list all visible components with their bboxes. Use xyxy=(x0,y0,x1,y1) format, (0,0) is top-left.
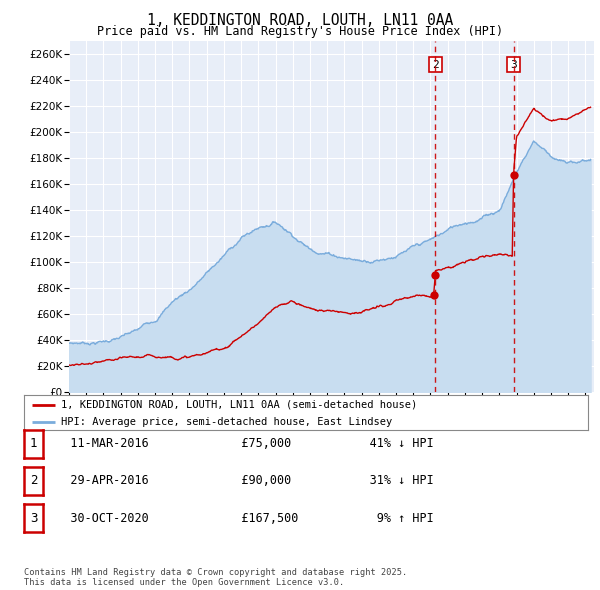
Text: 3: 3 xyxy=(30,512,37,525)
Text: HPI: Average price, semi-detached house, East Lindsey: HPI: Average price, semi-detached house,… xyxy=(61,417,392,427)
Text: 29-APR-2016             £90,000           31% ↓ HPI: 29-APR-2016 £90,000 31% ↓ HPI xyxy=(49,474,434,487)
Text: 2: 2 xyxy=(30,474,37,487)
Text: Price paid vs. HM Land Registry's House Price Index (HPI): Price paid vs. HM Land Registry's House … xyxy=(97,25,503,38)
Text: 1: 1 xyxy=(30,437,37,450)
Text: 30-OCT-2020             £167,500           9% ↑ HPI: 30-OCT-2020 £167,500 9% ↑ HPI xyxy=(49,512,434,525)
Text: 1, KEDDINGTON ROAD, LOUTH, LN11 0AA (semi-detached house): 1, KEDDINGTON ROAD, LOUTH, LN11 0AA (sem… xyxy=(61,399,417,409)
Text: 11-MAR-2016             £75,000           41% ↓ HPI: 11-MAR-2016 £75,000 41% ↓ HPI xyxy=(49,437,434,450)
Text: 2: 2 xyxy=(432,60,439,70)
Text: 1, KEDDINGTON ROAD, LOUTH, LN11 0AA: 1, KEDDINGTON ROAD, LOUTH, LN11 0AA xyxy=(147,13,453,28)
Text: 3: 3 xyxy=(510,60,517,70)
Text: Contains HM Land Registry data © Crown copyright and database right 2025.
This d: Contains HM Land Registry data © Crown c… xyxy=(24,568,407,587)
